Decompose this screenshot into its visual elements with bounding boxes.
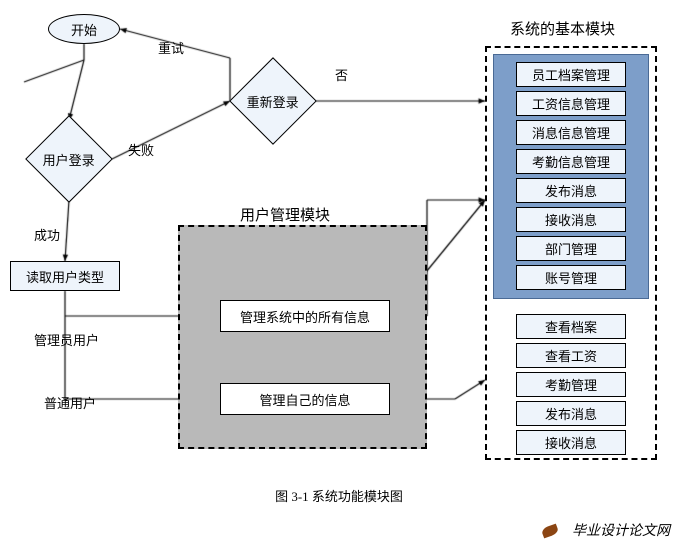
label-admin: 管理员用户 bbox=[34, 330, 99, 349]
module-item: 查看工资 bbox=[516, 343, 626, 368]
module-item: 查看档案 bbox=[516, 314, 626, 339]
module-item: 消息信息管理 bbox=[516, 120, 626, 145]
label-retry: 重试 bbox=[158, 38, 184, 57]
node-readtype-label: 读取用户类型 bbox=[26, 267, 104, 286]
label-normal: 普通用户 bbox=[44, 393, 96, 412]
modules-user-list: 查看档案查看工资考勤管理发布消息接收消息 bbox=[495, 310, 647, 459]
node-readtype: 读取用户类型 bbox=[10, 261, 120, 291]
node-manage-all-2: 管理系统中的所有信息 bbox=[220, 300, 390, 332]
module-item: 发布消息 bbox=[516, 178, 626, 203]
module-item: 发布消息 bbox=[516, 401, 626, 426]
node-login-label: 用户登录 bbox=[43, 149, 95, 168]
label-fail: 失败 bbox=[128, 140, 154, 159]
node-relogin-label: 重新登录 bbox=[247, 91, 299, 110]
node-manage-own-2: 管理自己的信息 bbox=[220, 383, 390, 415]
module-item: 考勤管理 bbox=[516, 372, 626, 397]
module-item: 接收消息 bbox=[516, 207, 626, 232]
node-start: 开始 bbox=[48, 14, 120, 44]
module-item: 部门管理 bbox=[516, 236, 626, 261]
label-success: 成功 bbox=[34, 225, 60, 244]
footer-text: 毕业设计论文网 bbox=[572, 520, 670, 540]
module-item: 员工档案管理 bbox=[516, 62, 626, 87]
module-item: 接收消息 bbox=[516, 430, 626, 455]
label-no: 否 bbox=[335, 65, 348, 84]
user-module-box bbox=[178, 225, 427, 449]
modules-admin-list: 员工档案管理工资信息管理消息信息管理考勤信息管理发布消息接收消息部门管理账号管理 bbox=[495, 58, 647, 294]
user-module-title: 用户管理模块 bbox=[240, 204, 330, 225]
caption: 图 3-1 系统功能模块图 bbox=[0, 486, 678, 505]
module-item: 考勤信息管理 bbox=[516, 149, 626, 174]
module-item: 工资信息管理 bbox=[516, 91, 626, 116]
module-item: 账号管理 bbox=[516, 265, 626, 290]
node-start-label: 开始 bbox=[71, 20, 97, 39]
title-right: 系统的基本模块 bbox=[510, 18, 615, 39]
